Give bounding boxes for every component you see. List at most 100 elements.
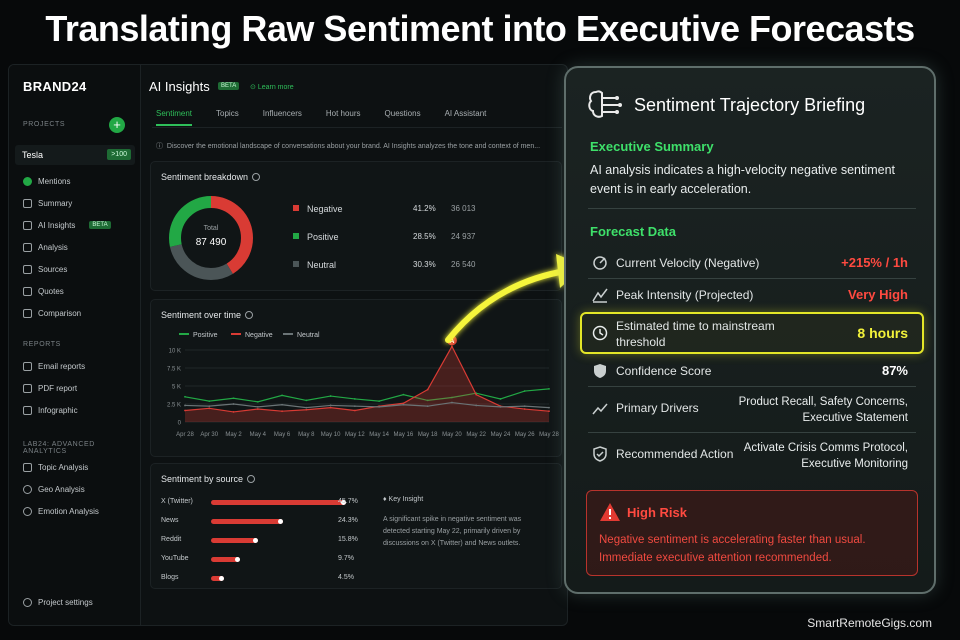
source-pct: 15.8% (338, 536, 358, 543)
legend-row-positive: Positive 28.5% 24 937 (293, 232, 483, 242)
sidebar-item-label: Infographic (38, 405, 78, 415)
source-bar[interactable] (211, 557, 240, 562)
data-point-neutral (208, 405, 211, 408)
metric-label: Estimated time to mainstream threshold (616, 318, 775, 350)
source-pct: 9.7% (338, 555, 354, 562)
tab-divider (152, 127, 562, 128)
source-bar[interactable] (211, 576, 225, 581)
sidebar-item-geo-analysis[interactable]: Geo Analysis (23, 482, 85, 496)
source-bar[interactable] (211, 519, 283, 524)
source-bar[interactable] (211, 538, 258, 543)
brain-icon (588, 90, 622, 118)
donut-total-label: Total (203, 225, 219, 232)
data-point-positive (256, 400, 259, 403)
sentiment-by-source-card: Sentiment by source X (Twitter) 45.7% News… (150, 463, 562, 589)
tab-sentiment[interactable]: Sentiment (156, 109, 193, 126)
x-tick-label: May 14 (369, 432, 389, 438)
forecast-data-heading: Forecast Data (590, 224, 676, 239)
info-icon[interactable] (247, 475, 256, 483)
sidebar-item-topic-analysis[interactable]: Topic Analysis (23, 460, 88, 474)
y-tick-label: 7.5 K (167, 367, 181, 373)
data-point-positive (523, 390, 526, 392)
data-point-positive (208, 400, 211, 403)
data-point-positive (353, 398, 356, 400)
sidebar-item-email-reports[interactable]: Email reports (23, 359, 85, 373)
sidebar-item-ai-insights[interactable]: AI Insights BETA (23, 218, 111, 232)
data-point-neutral (499, 405, 502, 408)
sidebar-item-label: Topic Analysis (38, 462, 89, 472)
data-point-neutral (451, 401, 453, 404)
metric-label: Recommended Action (616, 447, 734, 461)
sidebar-item-emotion-analysis[interactable]: Emotion Analysis (23, 504, 99, 518)
data-point-positive (329, 395, 332, 397)
data-point-negative (305, 408, 308, 411)
sidebar-item-quotes[interactable]: Quotes (23, 284, 64, 298)
quotes-icon (23, 286, 32, 296)
drivers-icon (592, 403, 608, 415)
metric-value-line: Product Recall, Safety Concerns, (738, 396, 908, 408)
metric-value: Activate Crisis Comms Protocol, Executive… (744, 440, 908, 472)
source-bar-end (252, 538, 258, 543)
data-point-negative (402, 402, 405, 405)
legend-count: 24 937 (451, 232, 476, 241)
sidebar-item-pdf-report[interactable]: PDF report (23, 381, 77, 395)
legend-label: Positive (307, 232, 339, 242)
tab-questions[interactable]: Questions (384, 109, 421, 118)
summary-icon (23, 198, 32, 208)
data-point-neutral (329, 404, 332, 407)
add-project-button[interactable]: + (109, 117, 125, 133)
tab-influencers[interactable]: Influencers (262, 109, 302, 118)
project-selector[interactable]: Tesla >100 (15, 145, 135, 165)
donut-slice-positive[interactable] (169, 196, 253, 280)
legend-label-neutral: Neutral (297, 332, 320, 339)
data-point-negative (523, 408, 526, 410)
metric-label: Confidence Score (616, 364, 712, 378)
info-icon[interactable] (252, 173, 261, 181)
y-tick-label: 5 K (172, 385, 181, 391)
dashboard-window: BRAND24 PROJECTS + Tesla >100 Mentions S… (8, 64, 568, 626)
metric-label: Primary Drivers (616, 401, 699, 415)
learn-more-link[interactable]: ⊙ Learn more (250, 84, 294, 91)
y-tick-label: 2.5 K (167, 403, 181, 409)
legend-pct: 30.3% (413, 260, 436, 269)
sidebar-item-label: Summary (38, 198, 73, 208)
sidebar-item-summary[interactable]: Summary (23, 196, 72, 210)
info-icon[interactable] (245, 311, 254, 319)
sidebar-item-comparison[interactable]: Comparison (23, 306, 81, 320)
data-point-negative (232, 411, 235, 413)
donut-slice-neutral[interactable] (169, 196, 253, 280)
sidebar-item-mentions[interactable]: Mentions (23, 174, 70, 188)
metric-label: Peak Intensity (Projected) (616, 288, 754, 302)
chat-icon (23, 176, 32, 186)
tab-topics[interactable]: Topics (216, 109, 239, 118)
risk-text-line: Immediate executive attention recommende… (599, 552, 832, 564)
sidebar-item-infographic[interactable]: Infographic (23, 403, 78, 417)
metric-value: Very High (848, 287, 908, 302)
briefing-title: Sentiment Trajectory Briefing (634, 94, 866, 115)
sidebar-item-analysis[interactable]: Analysis (23, 240, 68, 254)
peak-icon (592, 288, 608, 303)
sidebar-item-sources[interactable]: Sources (23, 262, 67, 276)
metric-value: 8 hours (857, 325, 908, 341)
metric-value-line: Executive Monitoring (801, 458, 908, 470)
data-point-positive (499, 398, 502, 400)
data-point-negative (353, 409, 356, 412)
chart-title: Sentiment over time (161, 310, 242, 320)
metric-value: Product Recall, Safety Concerns, Executiv… (739, 394, 908, 426)
card-title: Sentiment breakdown (161, 172, 261, 182)
legend-row-neutral: Neutral 30.3% 26 540 (293, 260, 483, 270)
source-bar[interactable] (211, 500, 346, 505)
project-settings-link[interactable]: Project settings (23, 598, 93, 607)
data-point-neutral (353, 405, 356, 408)
tab-ai-assistant[interactable]: AI Assistant (444, 109, 487, 118)
card-title-text: Sentiment by source (161, 474, 244, 484)
metric-confidence-score: Confidence Score 87% (588, 362, 914, 392)
donut-total-value: 87 490 (195, 237, 227, 248)
data-point-negative (329, 406, 332, 409)
x-tick-label: May 16 (394, 432, 414, 438)
warning-icon (600, 503, 620, 521)
tab-hot-hours[interactable]: Hot hours (325, 109, 361, 118)
key-insight-text: A significant spike in negative sentimen… (383, 516, 522, 547)
beta-badge: BETA (218, 82, 240, 90)
ai-icon (23, 220, 32, 230)
